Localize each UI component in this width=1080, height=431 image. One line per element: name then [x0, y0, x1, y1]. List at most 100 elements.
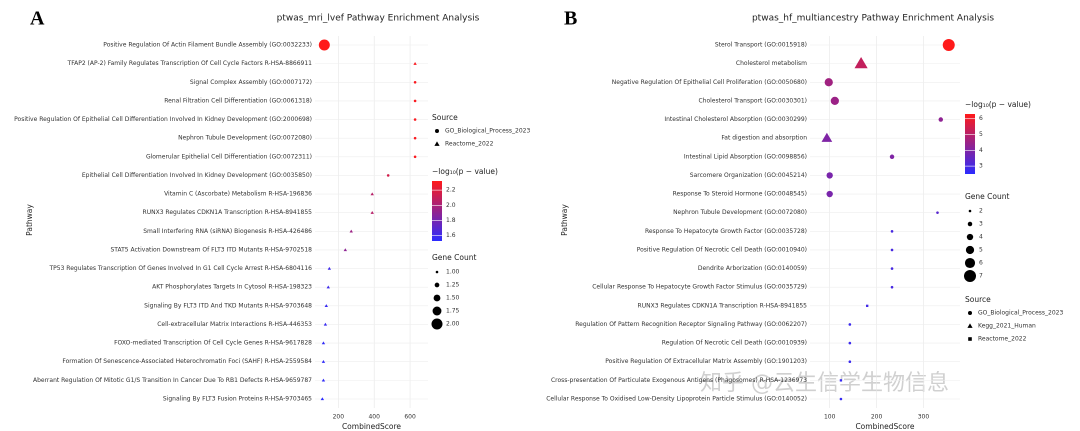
- y-tick-label: Positive Regulation Of Epithelial Cell D…: [14, 116, 312, 123]
- y-tick-label: Regulation Of Necrotic Cell Death (GO:00…: [662, 340, 807, 347]
- y-tick-label: Cellular Response To Oxidised Low-Densit…: [546, 396, 807, 403]
- y-axis-label: Pathway: [560, 204, 569, 236]
- legend-symbol: [435, 129, 439, 133]
- y-tick-label: Positive Regulation Of Extracellular Mat…: [605, 358, 807, 365]
- y-tick-label: Signaling By FLT3 ITD And TKD Mutants R-…: [144, 302, 312, 309]
- point: [824, 78, 833, 87]
- y-axis-label: Pathway: [25, 204, 34, 236]
- y-tick-label: Formation Of Senescence-Associated Heter…: [62, 358, 312, 365]
- point: [890, 285, 894, 289]
- size-legend-symbol: [966, 233, 974, 241]
- point: [826, 190, 833, 198]
- point: [866, 304, 869, 308]
- y-tick-label: Renal Filtration Cell Differentiation (G…: [164, 97, 312, 104]
- size-legend-label: 6: [979, 260, 983, 267]
- colorbar-tick-label: 6: [979, 115, 983, 122]
- point: [327, 266, 332, 270]
- point: [323, 322, 328, 326]
- x-axis-label: CombinedScore: [342, 422, 401, 431]
- size-legend-symbol: [967, 221, 973, 227]
- legend-label: GO_Biological_Process_2023: [978, 310, 1063, 317]
- y-tick-label: Epithelial Cell Differentiation Involved…: [82, 172, 312, 179]
- point: [343, 248, 348, 252]
- y-tick-label: RUNX3 Regulates CDKN1A Transcription R-H…: [638, 302, 808, 309]
- colorbar-tick-label: 4: [979, 147, 983, 154]
- point: [413, 155, 417, 159]
- size-legend-label: 7: [979, 273, 983, 280]
- x-axis-label: CombinedScore: [855, 422, 914, 431]
- point: [890, 248, 894, 252]
- colorbar-tick-label: 1.6: [446, 232, 456, 239]
- y-tick-label: Fat digestion and absorption: [721, 135, 807, 142]
- size-legend-symbol: [432, 306, 442, 316]
- size-legend-label: 1.50: [446, 295, 460, 302]
- size-legend-label: 4: [979, 234, 983, 241]
- x-tick-label: 100: [824, 414, 836, 421]
- legend-label: Reactome_2022: [445, 141, 494, 148]
- size-legend-label: 1.25: [446, 282, 460, 289]
- point: [370, 192, 374, 196]
- y-tick-label: Intestinal Cholesterol Absorption (GO:00…: [664, 116, 807, 123]
- y-tick-label: Cholesterol metabolism: [736, 60, 807, 67]
- x-tick-label: 400: [368, 414, 380, 421]
- point: [936, 211, 939, 214]
- colorbar-tick-label: 2.2: [446, 187, 456, 194]
- y-tick-label: Aberrant Regulation Of Mitotic G1/S Tran…: [33, 377, 312, 384]
- y-tick-label: TFAP2 (AP-2) Family Regulates Transcript…: [67, 60, 313, 67]
- legend-label: Reactome_2022: [978, 336, 1027, 343]
- colorbar: [965, 114, 975, 174]
- y-tick-label: Nephron Tubule Development (GO:0072080): [673, 209, 807, 216]
- y-tick-label: STAT5 Activation Downstream Of FLT3 ITD …: [110, 246, 312, 253]
- y-tick-label: Dendrite Arborization (GO:0140059): [698, 265, 807, 272]
- y-tick-label: Cross-presentation Of Particulate Exogen…: [551, 377, 807, 384]
- size-legend-label: 1.75: [446, 308, 460, 315]
- point: [839, 379, 843, 382]
- y-tick-label: Cell-extracellular Matrix Interactions R…: [157, 321, 312, 328]
- size-legend-label: 2.00: [446, 321, 460, 328]
- point: [938, 117, 944, 122]
- point: [349, 229, 353, 233]
- point: [821, 132, 833, 142]
- legend-title: Gene Count: [965, 192, 1010, 201]
- y-tick-label: Glomerular Epithelial Cell Differentiati…: [146, 153, 312, 160]
- colorbar-tick-label: 5: [979, 131, 983, 138]
- point: [854, 57, 868, 69]
- x-tick-label: 300: [918, 414, 930, 421]
- size-legend-symbol: [964, 257, 976, 269]
- size-legend-symbol: [435, 270, 439, 274]
- point: [321, 360, 326, 363]
- point: [321, 378, 326, 382]
- size-legend-symbol: [964, 270, 976, 282]
- y-tick-label: Positive Regulation Of Actin Filament Bu…: [103, 42, 312, 49]
- point: [942, 39, 955, 51]
- point: [889, 154, 895, 160]
- x-tick-label: 200: [871, 414, 883, 421]
- legend-symbol: [967, 323, 973, 328]
- point: [370, 210, 374, 214]
- colorbar-tick-label: 1.8: [446, 217, 456, 224]
- y-tick-label: Signaling By FLT3 Fusion Proteins R-HSA-…: [163, 396, 312, 403]
- y-tick-label: Positive Regulation Of Necrotic Cell Dea…: [637, 246, 807, 253]
- panel-label: B: [564, 8, 577, 30]
- y-tick-label: Regulation Of Pattern Recognition Recept…: [575, 321, 807, 328]
- y-tick-label: RUNX3 Regulates CDKN1A Transcription R-H…: [143, 209, 313, 216]
- point: [324, 304, 328, 308]
- point: [318, 39, 330, 51]
- y-tick-label: Sarcomere Organization (GO:0045214): [690, 172, 807, 179]
- point: [890, 230, 894, 233]
- point: [890, 267, 894, 270]
- y-tick-label: TP53 Regulates Transcription Of Genes In…: [48, 265, 312, 272]
- size-legend-label: 3: [979, 221, 983, 228]
- point: [413, 118, 417, 121]
- x-tick-label: 200: [333, 414, 345, 421]
- y-tick-label: FOXO-mediated Transcription Of Cell Cycl…: [114, 340, 312, 347]
- colorbar-tick-label: 3: [979, 163, 983, 170]
- point: [826, 172, 833, 179]
- y-tick-label: Cholesterol Transport (GO:0030301): [698, 97, 807, 104]
- point: [413, 99, 417, 103]
- y-tick-label: Response To Steroid Hormone (GO:0048545): [673, 191, 807, 198]
- size-legend-symbol: [433, 294, 441, 302]
- size-legend-symbol: [431, 318, 443, 330]
- legend-title: Gene Count: [432, 253, 477, 262]
